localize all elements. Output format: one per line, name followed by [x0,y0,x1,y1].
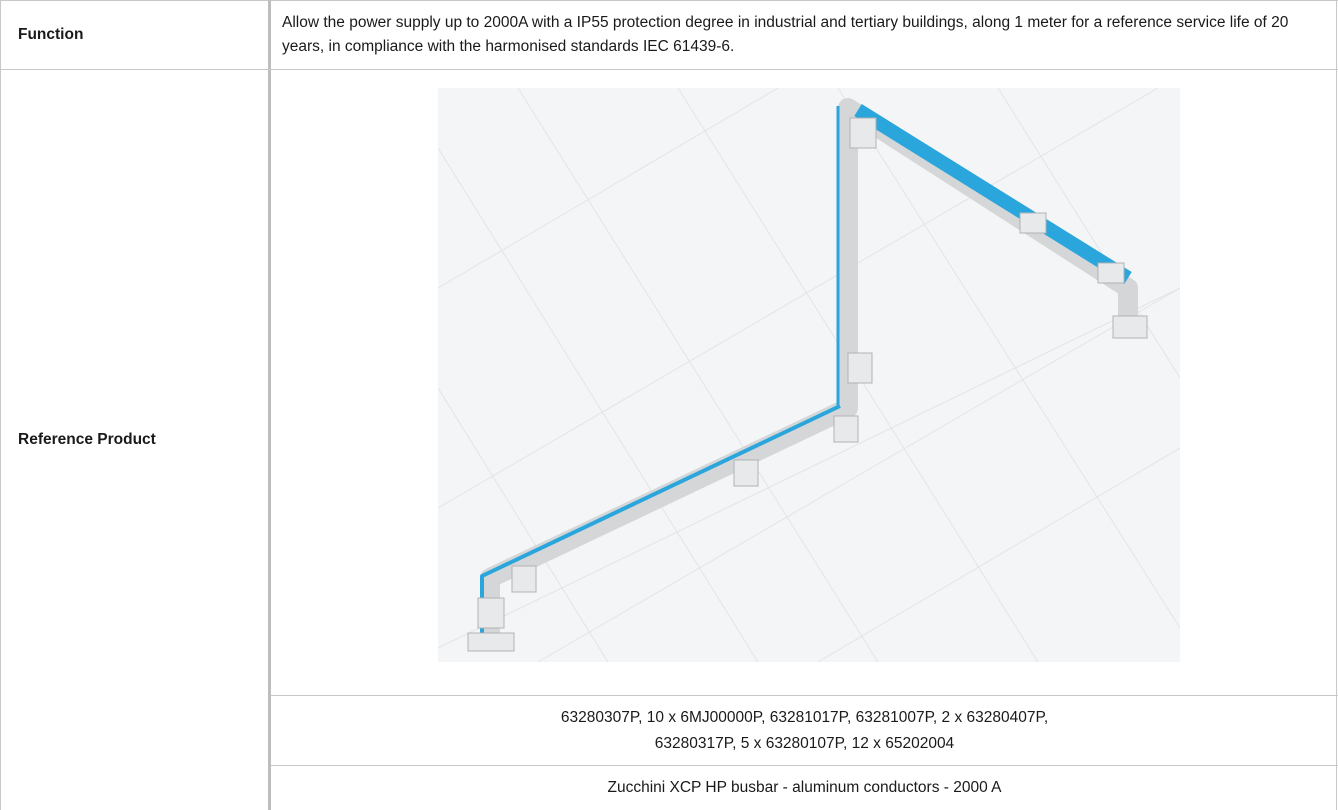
column-divider [268,0,271,810]
row-divider [0,69,1338,70]
border-top [0,0,1338,1]
border-left [0,0,1,810]
function-text: Allow the power supply up to 2000A with … [282,14,1289,55]
row-label: Function [18,26,84,43]
row-label: Reference Product [18,431,156,448]
product-illustration [438,88,1180,662]
code-line: 63280307P, 10 x 6MJ00000P, 63281017P, 63… [560,708,1049,726]
product-codes: 63280307P, 10 x 6MJ00000P, 63281017P, 63… [271,696,1338,765]
code-line: 63280317P, 5 x 63280107P, 12 x 65202004 [654,734,955,752]
row-divider [271,695,1338,696]
row-divider [271,765,1338,766]
product-description: Zucchini XCP HP busbar - aluminum conduc… [607,779,1002,796]
border-right [1336,0,1337,810]
